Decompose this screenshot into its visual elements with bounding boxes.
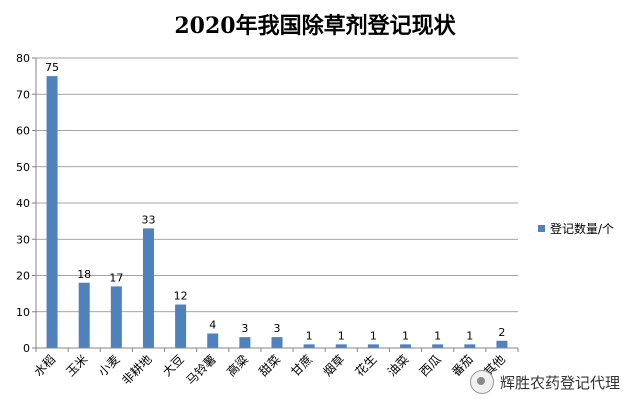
x-category-label: 烟草 [321, 352, 348, 379]
bar [496, 340, 508, 348]
y-tick-label: 80 [16, 52, 30, 65]
y-tick-label: 50 [16, 161, 30, 174]
x-category-label: 非耕地 [119, 352, 155, 388]
y-tick-label: 30 [16, 233, 30, 246]
bar [142, 228, 154, 348]
legend: 登记数量/个 [538, 220, 614, 237]
x-category-label: 小麦 [96, 352, 123, 379]
y-tick-label: 70 [16, 88, 30, 101]
x-category-label: 西瓜 [417, 352, 444, 379]
wechat-logo-icon [470, 370, 494, 394]
x-category-label: 高粱 [223, 352, 251, 380]
x-category-label: 玉米 [63, 352, 90, 379]
y-tick-label: 20 [16, 270, 30, 283]
y-tick-label: 40 [16, 197, 30, 210]
y-tick-label: 10 [16, 306, 30, 319]
x-category-label: 甜菜 [256, 352, 283, 379]
bar [207, 333, 219, 348]
legend-label: 登记数量/个 [550, 222, 615, 236]
y-tick-label: 60 [16, 125, 30, 138]
data-label: 1 [370, 329, 377, 342]
y-tick-label: 0 [23, 342, 30, 355]
x-category-label: 油菜 [385, 352, 412, 379]
x-category-label: 水稻 [31, 352, 58, 379]
data-label: 1 [338, 329, 345, 342]
bar [303, 344, 315, 348]
bar [239, 337, 251, 348]
data-label: 1 [434, 329, 441, 342]
data-label: 33 [141, 213, 155, 226]
legend-swatch [538, 225, 545, 232]
chart-title: 2020年我国除草剂登记现状 [174, 13, 456, 39]
x-category-label: 花生 [352, 352, 380, 380]
bar [432, 344, 444, 348]
data-label: 4 [209, 319, 216, 332]
bar [271, 337, 283, 348]
bar [78, 282, 90, 348]
bar [175, 304, 187, 348]
data-label: 18 [77, 268, 91, 281]
x-category-label: 马铃薯 [183, 352, 219, 388]
x-category-label: 大豆 [160, 352, 187, 379]
data-label: 1 [306, 329, 313, 342]
data-label: 1 [466, 329, 473, 342]
x-category-label: 甘蔗 [288, 352, 315, 379]
data-label: 2 [498, 326, 505, 339]
data-label: 3 [274, 322, 281, 335]
bar [367, 344, 379, 348]
watermark: 辉胜农药登记代理 [470, 370, 620, 394]
data-label: 1 [402, 329, 409, 342]
watermark-text: 辉胜农药登记代理 [500, 373, 621, 392]
data-label: 3 [241, 322, 248, 335]
bar [335, 344, 347, 348]
data-label: 75 [45, 61, 59, 74]
data-label: 17 [109, 271, 123, 284]
bar [110, 286, 122, 348]
bar [46, 76, 58, 348]
data-label: 12 [174, 290, 188, 303]
bar [464, 344, 476, 348]
bar [400, 344, 412, 348]
